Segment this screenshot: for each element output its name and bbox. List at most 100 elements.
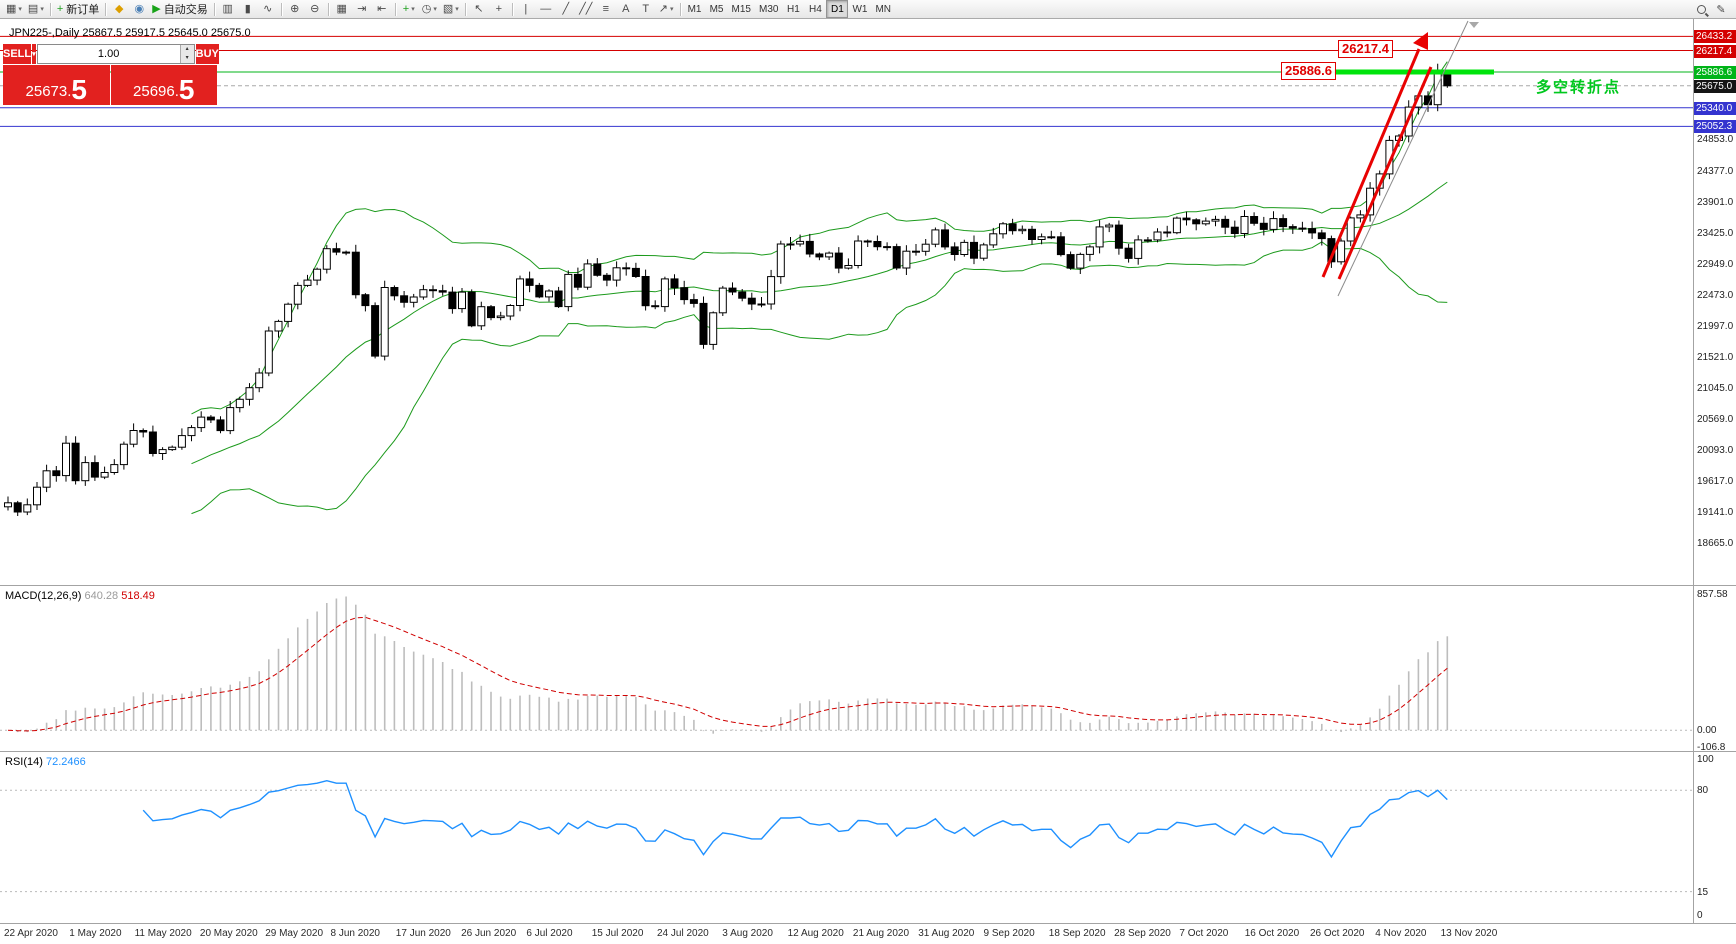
macd-scale-tick: 857.58	[1697, 588, 1728, 600]
sell-dropdown-button[interactable]: ▾	[32, 44, 36, 64]
chart-shift-marker[interactable]	[1469, 22, 1479, 28]
metaeditor-icon[interactable]: ◆	[109, 1, 129, 17]
zoom-in-button[interactable]: ⊕	[285, 1, 305, 17]
rsi-scale-tick: 80	[1697, 785, 1709, 797]
resistance-price-label[interactable]: 26217.4	[1338, 40, 1393, 58]
date-tick: 31 Aug 2020	[918, 928, 975, 939]
zoom-out-button[interactable]: ⊖	[305, 1, 325, 17]
price-tag-26433.2[interactable]: 26433.2	[1694, 30, 1736, 44]
text-label-button[interactable]: T	[636, 1, 656, 17]
profiles-button[interactable]: ▤ ▾	[25, 1, 47, 17]
macd-panel[interactable]	[0, 587, 1693, 751]
panel-separator[interactable]	[0, 751, 1736, 752]
autotrading-button[interactable]: ▶ 自动交易	[149, 1, 210, 17]
price-tick: 19617.0	[1697, 475, 1734, 487]
templates-button[interactable]: ▧ ▾	[440, 1, 462, 17]
price-tag-25340.0[interactable]: 25340.0	[1694, 101, 1736, 115]
new-order-button[interactable]: + 新订单	[54, 1, 102, 17]
candlestick-chart-button[interactable]: ▮	[238, 1, 258, 17]
cursor-button[interactable]: ↖	[469, 1, 489, 17]
sell-price-big-digit: 5	[71, 74, 87, 105]
sell-button[interactable]: SELL	[3, 44, 32, 64]
volume-input[interactable]	[37, 45, 180, 63]
zoom-in-button: ⊕	[290, 3, 300, 15]
zoom-out-button: ⊖	[310, 3, 320, 15]
toolbar-separator	[280, 2, 282, 16]
time-axis[interactable]: 22 Apr 2020 1 May 2020 11 May 2020 20 May 2…	[0, 924, 1736, 944]
indicators-button[interactable]: + ▾	[399, 1, 419, 17]
rsi-scale-tick: 0	[1697, 910, 1703, 921]
price-tag-25886.6[interactable]: 25886.6	[1694, 66, 1736, 79]
toolbar-separator	[327, 2, 329, 16]
volume-spinner[interactable]: ▴ ▾	[179, 45, 194, 63]
trendline-button: ╱	[562, 3, 570, 15]
timeframe-m1-button[interactable]: M1	[687, 3, 702, 15]
main-price-chart[interactable]	[0, 19, 1693, 585]
buy-price-button[interactable]: 25696. 5	[110, 65, 217, 105]
sell-price-button[interactable]: 25673. 5	[3, 65, 110, 105]
crosshair-button[interactable]: +	[489, 1, 509, 17]
date-tick: 13 Nov 2020	[1440, 928, 1498, 939]
text-button[interactable]: A	[616, 1, 636, 17]
timeframe-h4-button[interactable]: H4	[809, 3, 822, 15]
macd-signal-line	[7, 616, 1448, 732]
date-tick: 6 Jul 2020	[526, 928, 573, 939]
date-tick: 17 Jun 2020	[395, 928, 451, 939]
vertical-line-button[interactable]: |	[516, 1, 536, 17]
dropdown-arrow-icon: ▾	[18, 6, 22, 13]
periods-button[interactable]: ◷ ▾	[419, 1, 440, 17]
tile-windows-button[interactable]: ▦	[332, 1, 352, 17]
fibonacci-button: ≡	[602, 3, 609, 15]
autotrading-button-label: 自动交易	[163, 4, 208, 16]
timeframe-d1-button[interactable]: D1	[826, 0, 849, 18]
edit-icon[interactable]: ✎	[1716, 4, 1726, 16]
auto-scroll-button[interactable]: ⇥	[352, 1, 372, 17]
date-tick: 12 Aug 2020	[787, 928, 844, 939]
search-icon[interactable]	[1691, 2, 1711, 18]
arrows-button[interactable]: ↗ ▾	[656, 1, 677, 17]
support-price-label[interactable]: 25886.6	[1281, 62, 1336, 80]
candlestick-chart-button: ▮	[244, 3, 251, 15]
timeframe-h1-button[interactable]: H1	[787, 3, 800, 15]
toolbar: ▦ ▾ ▤ ▾ + 新订单 ◆ ◉ ▶ 自动交易 ▥ ▮ ∿ ⊕ ⊖ ▦ ⇥ ⇤ + ▾ ◷ ▾ ▧ ▾ ↖ + | — ╱ ╱╱ ≡ A T ↗…	[0, 0, 1736, 19]
channel-button[interactable]: ╱╱	[576, 1, 596, 17]
macd-scale-tick: 0.00	[1697, 725, 1717, 737]
timeframe-mn-button[interactable]: MN	[875, 3, 891, 15]
price-tick: 18665.0	[1697, 537, 1734, 549]
rsi-indicator-label: RSI(14) 72.2466	[5, 756, 86, 768]
chart-shift-button[interactable]: ⇤	[372, 1, 392, 17]
timeframe-w1-button[interactable]: W1	[852, 3, 868, 15]
volume-field[interactable]: ▴ ▾	[36, 44, 195, 64]
turning-point-text[interactable]: 多空转折点	[1536, 79, 1622, 96]
trendline[interactable]	[1337, 20, 1469, 297]
horizontal-line-button[interactable]: —	[536, 1, 556, 17]
price-tick: 22473.0	[1697, 289, 1734, 301]
panel-separator[interactable]	[0, 585, 1736, 586]
timeframe-m15-button[interactable]: M15	[731, 3, 751, 15]
buy-button[interactable]: BUY	[195, 44, 219, 64]
line-chart-button[interactable]: ∿	[258, 1, 278, 17]
bar-chart-button[interactable]: ▥	[218, 1, 238, 17]
crosshair-button: +	[495, 3, 503, 15]
periods-button: ◷	[421, 3, 432, 15]
timeframe-m30-button[interactable]: M30	[758, 3, 779, 15]
price-tick: 21045.0	[1697, 382, 1734, 394]
dropdown-arrow-icon: ▾	[40, 6, 44, 13]
rsi-panel[interactable]	[0, 753, 1693, 923]
date-tick: 7 Oct 2020	[1179, 928, 1229, 939]
price-tag-25052.3[interactable]: 25052.3	[1694, 120, 1736, 134]
date-tick: 4 Nov 2020	[1375, 928, 1427, 939]
timeframe-m5-button[interactable]: M5	[709, 3, 724, 15]
one-click-trading-panel: SELL ▾ ▴ ▾ BUY 25673.5 25696.5	[3, 44, 219, 105]
toolbar-separator	[49, 2, 51, 16]
dropdown-arrow-icon: ▾	[455, 6, 459, 13]
spinner-down-icon: ▾	[180, 54, 194, 63]
price-tag-25675.0[interactable]: 25675.0	[1694, 79, 1736, 93]
trend-arrow-line[interactable]	[1321, 48, 1421, 278]
price-tag-26217.4[interactable]: 26217.4	[1694, 44, 1736, 58]
fibonacci-button[interactable]: ≡	[596, 1, 616, 17]
new-chart-button[interactable]: ▦ ▾	[3, 1, 25, 17]
trendline-button[interactable]: ╱	[556, 1, 576, 17]
trend-arrow-line[interactable]	[1337, 66, 1433, 280]
optimizer-icon[interactable]: ◉	[129, 1, 149, 17]
